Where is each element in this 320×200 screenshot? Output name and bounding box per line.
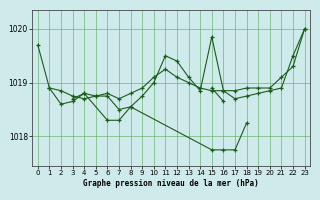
- X-axis label: Graphe pression niveau de la mer (hPa): Graphe pression niveau de la mer (hPa): [83, 179, 259, 188]
